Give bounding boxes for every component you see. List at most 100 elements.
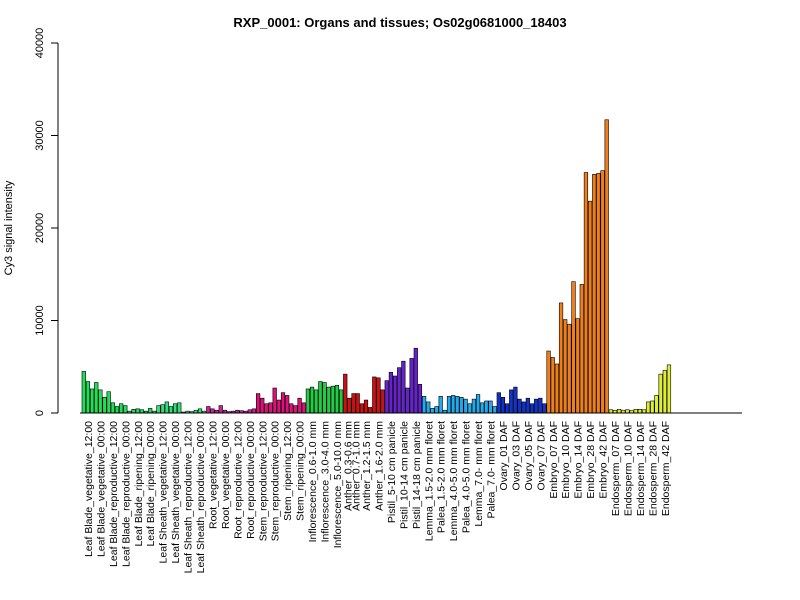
bar-37-0 xyxy=(534,398,539,414)
x-tick-label: Leaf Blade_ripening_00:00 xyxy=(145,421,157,547)
x-tick-label: Root_reproductive_00:00 xyxy=(245,421,257,539)
bar-41-1 xyxy=(587,200,593,414)
bar-27-0 xyxy=(409,358,414,414)
x-tick-label: Lemma_1.5-2.0 mm floret xyxy=(423,421,435,541)
bar-38-1 xyxy=(550,357,555,414)
x-tick-label: Embryo_28 DAF xyxy=(585,421,597,499)
bar-28-2 xyxy=(430,408,435,414)
y-tick-label: 40000 xyxy=(34,28,46,59)
bar-23-2 xyxy=(368,407,373,414)
x-tick-label: Leaf Blade_ripening_12:00 xyxy=(133,421,145,547)
bar-47-2 xyxy=(666,364,672,414)
bar-25-0 xyxy=(384,380,389,414)
bar-28-0 xyxy=(421,396,427,414)
bar-15-1 xyxy=(272,387,277,414)
x-tick-label: Leaf Blade_reproductive_12:00 xyxy=(108,421,120,567)
bar-15-2 xyxy=(276,399,281,414)
bar-46-1 xyxy=(650,400,655,414)
bar-39-2 xyxy=(567,323,572,414)
bar-33-2 xyxy=(492,406,497,414)
bar-7-0 xyxy=(168,406,174,414)
bar-4-1 xyxy=(135,408,140,414)
bar-3-1 xyxy=(123,405,128,414)
bar-2-1 xyxy=(110,402,115,414)
x-tick-labels: Leaf Blade_vegetative_12:00 Leaf Blade_ve… xyxy=(83,421,672,574)
bar-7-2 xyxy=(177,402,182,414)
x-tick-label: Stem_reproductive_00:00 xyxy=(270,421,282,541)
bar-17-2 xyxy=(301,402,306,414)
x-tick-label: Endosperm_14 DAF xyxy=(635,421,647,516)
bar-30-1 xyxy=(451,395,456,414)
bar-32-0 xyxy=(471,398,477,414)
bar-38-0 xyxy=(546,350,551,414)
bar-33-0 xyxy=(484,400,489,414)
x-tick-label: Endosperm_07 DAF xyxy=(610,421,622,516)
bar-18-2 xyxy=(314,389,319,414)
bar-36-2 xyxy=(529,403,535,414)
x-tick-label: Leaf Sheath_reproductive_00:00 xyxy=(195,421,207,574)
bar-40-1 xyxy=(575,318,580,414)
bar-26-1 xyxy=(401,360,406,414)
x-tick-label: Stem_ripening_00:00 xyxy=(295,421,307,521)
bar-23-0 xyxy=(359,403,364,414)
x-tick-label: Root_reproductive_12:00 xyxy=(232,421,244,539)
bar-22-1 xyxy=(355,393,360,414)
bar-30-0 xyxy=(446,396,452,414)
bar-10-0 xyxy=(206,406,211,414)
bar-46-0 xyxy=(646,401,651,414)
bar-20-2 xyxy=(338,389,344,414)
x-tick-label: Leaf Sheath_reproductive_12:00 xyxy=(183,421,195,574)
x-tick-label: Leaf Blade_vegetative_12:00 xyxy=(83,421,95,557)
bar-23-1 xyxy=(363,399,369,414)
x-tick-label: Inflorescence_0.6-1.0 mm xyxy=(307,421,319,543)
bar-19-2 xyxy=(326,386,331,414)
bar-20-0 xyxy=(330,385,335,414)
bar-36-1 xyxy=(525,397,530,414)
y-axis-label: Cy3 signal intensity xyxy=(3,180,15,275)
bar-47-0 xyxy=(658,373,663,414)
bar-34-0 xyxy=(496,392,501,414)
bar-24-2 xyxy=(380,389,385,414)
bar-41-2 xyxy=(592,174,597,414)
bar-32-1 xyxy=(475,394,481,414)
bar-38-2 xyxy=(554,363,559,414)
x-tick-label: Lemma_4.0-5.0 mm floret xyxy=(448,421,460,541)
bars xyxy=(81,119,672,414)
x-tick-label: Palea_7.0- mm floret xyxy=(486,421,498,519)
bar-18-0 xyxy=(305,388,311,414)
bar-20-1 xyxy=(334,384,340,414)
bar-3-0 xyxy=(119,403,124,414)
bar-14-0 xyxy=(255,393,261,414)
bar-40-0 xyxy=(571,281,576,414)
x-tick-label: Leaf Sheath_vegetative_00:00 xyxy=(170,421,182,564)
x-tick-label: Stem_ripening_12:00 xyxy=(282,421,294,521)
bar-28-1 xyxy=(426,401,431,414)
x-tick-label: Pistil_14-18 cm panicle xyxy=(411,421,423,529)
x-tick-label: Pistil_5-10 cm panicle xyxy=(386,421,398,523)
y-tick-label: 30000 xyxy=(34,120,46,151)
bar-31-1 xyxy=(463,398,468,414)
bar-19-1 xyxy=(322,382,327,414)
bar-25-2 xyxy=(392,375,398,414)
bar-41-0 xyxy=(583,172,589,414)
bar-26-0 xyxy=(397,367,402,414)
x-tick-label: Inflorescence_3.0-4.0 mm xyxy=(320,421,332,543)
bar-34-2 xyxy=(504,403,510,414)
x-tick-label: Endosperm_10 DAF xyxy=(622,421,634,516)
x-tick-label: Ovary_07 DAF xyxy=(535,421,547,490)
y-tick-label: 20000 xyxy=(34,213,46,244)
bar-29-0 xyxy=(434,406,439,414)
x-tick-label: Root_vegetative_00:00 xyxy=(220,421,232,529)
bar-42-1 xyxy=(600,170,605,414)
bar-45-0 xyxy=(633,408,638,414)
x-tick-label: Lemma_7.0- mm floret xyxy=(473,421,485,527)
bar-24-0 xyxy=(372,376,377,414)
x-tick-label: Anther_1.2-1.5 mm xyxy=(361,421,373,511)
bar-4-0 xyxy=(131,408,136,414)
x-tick-label: Endosperm_42 DAF xyxy=(660,421,672,516)
bar-6-1 xyxy=(160,404,165,414)
bar-36-0 xyxy=(521,401,526,414)
bar-2-2 xyxy=(114,406,120,414)
x-tick-label: Leaf Sheath_vegetative_12:00 xyxy=(158,421,170,564)
